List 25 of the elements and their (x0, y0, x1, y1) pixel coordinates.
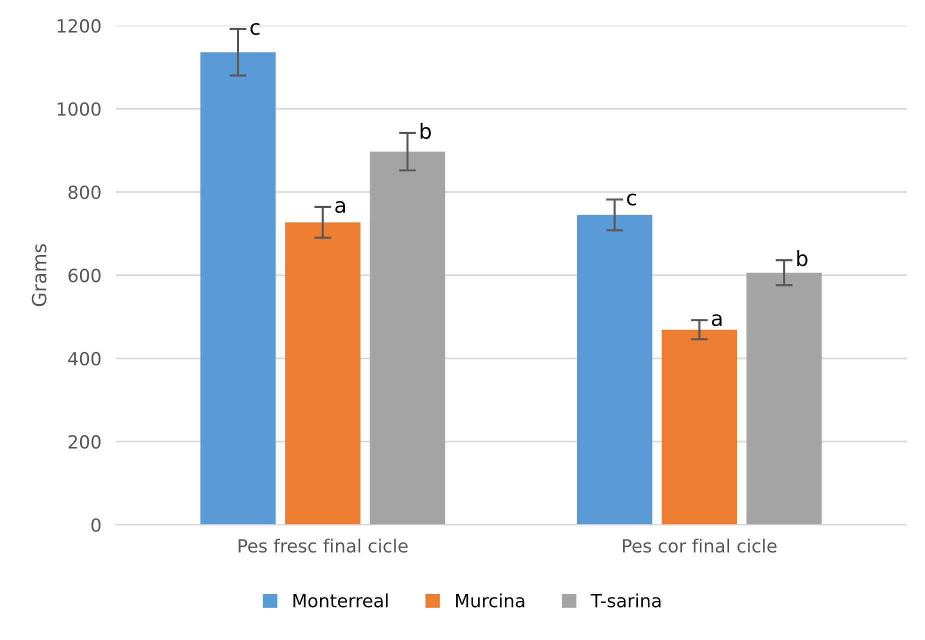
bar (662, 330, 738, 525)
bar (370, 152, 446, 525)
y-tick-label: 1200 (58, 19, 101, 33)
x-tick-label: Pes fresc final cicle (238, 538, 408, 553)
data-label: a (712, 314, 722, 326)
bar (285, 222, 360, 525)
y-tick-label: 200 (68, 435, 101, 449)
data-label: b (420, 122, 431, 139)
y-tick-label: 400 (68, 352, 101, 366)
bar (576, 214, 652, 525)
legend-label: Monterreal (294, 593, 388, 608)
y-tick-label: 600 (68, 268, 101, 282)
data-label: a (335, 201, 345, 214)
y-tick-label: 0 (91, 518, 101, 532)
bar (200, 52, 276, 525)
y-tick-label: 1000 (58, 102, 101, 116)
bar (746, 272, 822, 525)
data-label: c (627, 194, 636, 206)
legend-label: T-sarina (590, 593, 660, 608)
x-tick-label: Pes cor final cicle (623, 538, 777, 553)
y-tick-label: 800 (68, 185, 101, 200)
y-axis-title: Grams (32, 244, 46, 306)
data-label: b (797, 250, 808, 266)
data-label: c (250, 23, 260, 35)
legend-label: Murcina (456, 593, 524, 608)
